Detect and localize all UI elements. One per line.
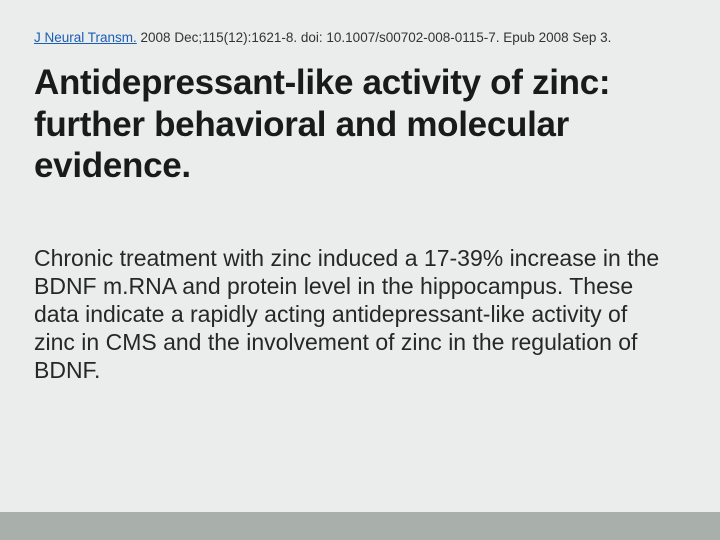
slide-body-text: Chronic treatment with zinc induced a 17…: [34, 244, 674, 384]
slide-title: Antidepressant-like activity of zinc: fu…: [34, 62, 686, 186]
footer-bar: [0, 512, 720, 540]
citation-rest: 2008 Dec;115(12):1621-8. doi: 10.1007/s0…: [137, 30, 612, 45]
slide-container: J Neural Transm. 2008 Dec;115(12):1621-8…: [0, 0, 720, 540]
journal-link[interactable]: J Neural Transm.: [34, 30, 137, 45]
citation-line: J Neural Transm. 2008 Dec;115(12):1621-8…: [34, 28, 686, 48]
